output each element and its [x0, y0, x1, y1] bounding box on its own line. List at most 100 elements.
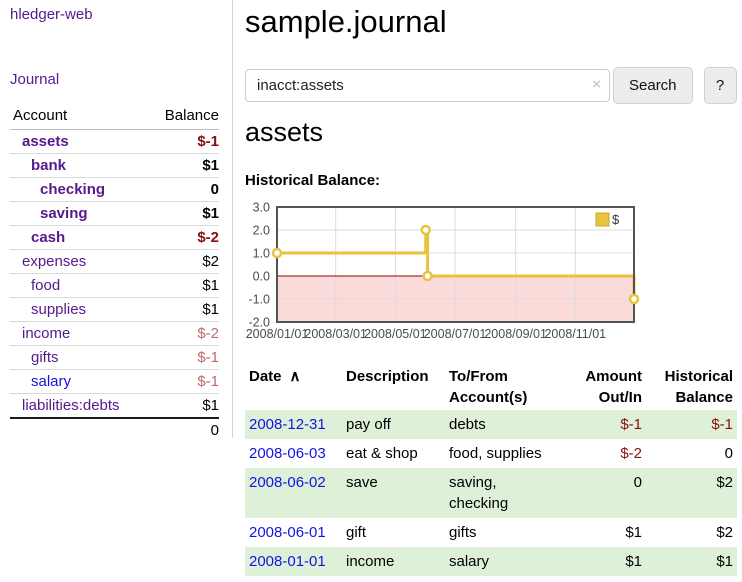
account-row: cash $-2 [10, 225, 219, 250]
account-balance: $-2 [147, 321, 219, 346]
transaction-accounts: debts [449, 416, 486, 433]
account-link-cash[interactable]: cash [31, 229, 66, 246]
transaction-date-link[interactable]: 2008-06-01 [249, 524, 326, 541]
account-row: assets $-1 [10, 130, 219, 154]
chart-title: Historical Balance: [245, 172, 381, 189]
account-link-bank[interactable]: bank [31, 157, 67, 174]
help-button[interactable]: ? [703, 67, 737, 104]
account-link-food[interactable]: food [31, 277, 61, 294]
transaction-date-link[interactable]: 2008-12-31 [249, 416, 326, 433]
transaction-description: eat & shop [346, 445, 418, 462]
column-header-accounts: To/From Account(s) [449, 368, 528, 406]
data-point-marker [422, 270, 433, 282]
transaction-balance: $2 [716, 524, 733, 541]
account-balance: $2 [147, 249, 219, 274]
accounts-header-balance: Balance [147, 105, 219, 130]
register-row: 2008-12-31 pay off debts $-1 $-1 [245, 410, 737, 439]
y-tick-label: 2.0 [253, 224, 270, 238]
account-link-checking[interactable]: checking [40, 181, 106, 198]
account-link-expenses[interactable]: expenses [22, 253, 87, 270]
transaction-amount: $1 [625, 524, 642, 541]
register-row: 2008-06-03 eat & shop food, supplies $-2 0 [245, 439, 737, 468]
register-table: Date ∧ Description To/From Account(s) Amou… [245, 362, 737, 576]
transaction-balance: $1 [716, 553, 733, 570]
account-balance: $-1 [147, 345, 219, 370]
transaction-balance: $-1 [711, 416, 733, 433]
column-header-date[interactable]: Date ∧ [245, 362, 342, 410]
account-link-assets[interactable]: assets [22, 133, 69, 150]
transaction-date-link[interactable]: 2008-01-01 [249, 553, 326, 570]
x-tick-label: 2008/01/01 [246, 327, 309, 341]
account-link-salary[interactable]: salary [31, 373, 72, 390]
account-balance: $1 [147, 273, 219, 298]
sort-asc-icon: ∧ [289, 368, 301, 385]
account-balance: $1 [147, 201, 219, 226]
account-row: checking 0 [10, 177, 219, 202]
legend-label: $ [612, 212, 620, 227]
account-row: saving $1 [10, 201, 219, 226]
account-balance: 0 [147, 177, 219, 202]
transaction-description: income [346, 553, 395, 570]
transaction-date-link[interactable]: 2008-06-02 [249, 474, 326, 491]
y-tick-label: 3.0 [253, 201, 270, 215]
account-row: liabilities:debts $1 [10, 393, 219, 418]
account-link-supplies[interactable]: supplies [31, 301, 87, 318]
search-button[interactable]: Search [613, 67, 693, 104]
x-tick-label: 2008/03/01 [304, 327, 367, 341]
x-tick-label: 2008/11/01 [544, 327, 606, 341]
account-row: supplies $1 [10, 297, 219, 322]
account-balance: $1 [147, 153, 219, 178]
transaction-balance: $2 [716, 474, 733, 491]
accounts-total-row: 0 [10, 417, 219, 442]
transaction-amount: $1 [625, 553, 642, 570]
y-tick-label: -1.0 [248, 293, 270, 307]
account-balance: $1 [147, 297, 219, 322]
column-header-balance: Historical Balance [664, 368, 733, 406]
transaction-balance: 0 [724, 445, 733, 462]
data-point-marker [628, 293, 640, 305]
x-tick-label: 2008/07/01 [424, 327, 487, 341]
transaction-description: gift [346, 524, 367, 541]
brand-link[interactable]: hledger-web [10, 6, 93, 23]
transaction-description: save [346, 474, 378, 491]
accounts-total-balance: 0 [147, 417, 219, 442]
transaction-description: pay off [346, 416, 391, 433]
transaction-accounts: food, supplies [449, 445, 542, 462]
transaction-accounts: salary [449, 553, 490, 570]
account-balance: $1 [147, 393, 219, 418]
transaction-date-link[interactable]: 2008-06-03 [249, 445, 326, 462]
account-row: salary $-1 [10, 369, 219, 394]
account-row: expenses $2 [10, 249, 219, 274]
transaction-accounts: gifts [449, 524, 477, 541]
plot-border [276, 206, 635, 323]
y-tick-label: 1.0 [253, 247, 270, 261]
search-input[interactable] [245, 69, 610, 102]
account-balance: $-2 [147, 225, 219, 250]
transaction-amount: 0 [633, 474, 642, 491]
historical-balance-chart: 2008/01/012008/03/012008/05/012008/07/01… [246, 201, 640, 341]
transaction-amount: $-1 [620, 416, 642, 433]
date-header-label: Date [249, 368, 282, 385]
account-link-liabilities-debts[interactable]: liabilities:debts [22, 397, 120, 414]
y-tick-label: 0.0 [253, 270, 270, 284]
search-field-wrap: × [245, 69, 610, 102]
account-link-income[interactable]: income [22, 325, 71, 342]
column-header-description: Description [346, 368, 429, 385]
accounts-header-account: Account [10, 105, 148, 130]
account-balance: $-1 [147, 369, 219, 394]
account-row: income $-2 [10, 321, 219, 346]
register-row: 2008-06-01 gift gifts $1 $2 [245, 518, 737, 547]
register-row: 2008-06-02 save saving, checking 0 $2 [245, 468, 737, 518]
account-balance: $-1 [197, 133, 219, 150]
account-row: gifts $-1 [10, 345, 219, 370]
account-link-saving[interactable]: saving [40, 205, 88, 222]
data-point-marker [420, 224, 431, 236]
register-header-row: Date ∧ Description To/From Account(s) Amou… [245, 362, 737, 410]
x-tick-label: 2008/09/01 [484, 327, 547, 341]
total-spacer [10, 417, 148, 442]
account-link-gifts[interactable]: gifts [31, 349, 59, 366]
sidebar-item-journal[interactable]: Journal [10, 71, 60, 88]
clear-search-icon[interactable]: × [592, 76, 601, 93]
account-row: food $1 [10, 273, 219, 298]
